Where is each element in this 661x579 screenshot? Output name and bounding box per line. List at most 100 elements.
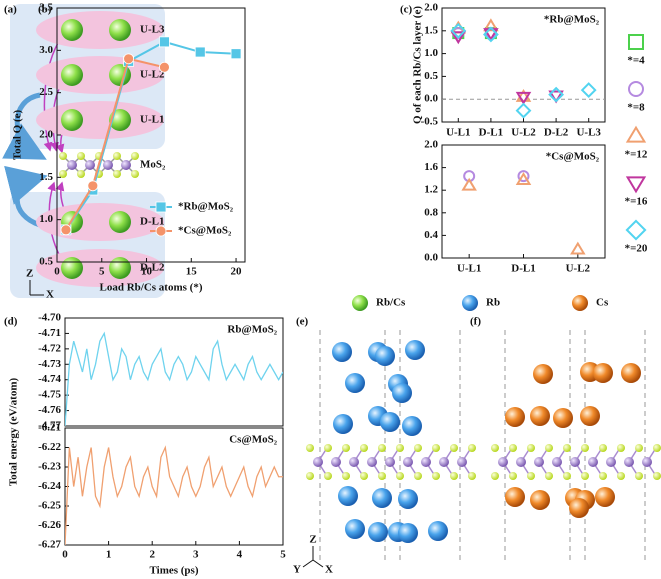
mo-atom <box>570 457 580 467</box>
y-tick-label: -4.75 <box>38 389 61 401</box>
atom <box>368 522 388 542</box>
y-tick-label: 2.0 <box>424 2 438 14</box>
legend-sphere <box>352 295 368 311</box>
marker <box>580 82 597 98</box>
atom <box>380 412 400 432</box>
y-tick-label: -6.21 <box>38 422 61 434</box>
annotation: Rb@MoS₂ <box>227 324 277 336</box>
atom <box>553 408 573 428</box>
x-tick-label: U-L1 <box>446 127 470 139</box>
marker <box>123 53 135 65</box>
y-tick-label: 1.5 <box>424 24 438 36</box>
mo-atom <box>367 457 377 467</box>
s-atom <box>491 444 499 452</box>
s-atom <box>527 472 535 480</box>
y-tick-label: -4.74 <box>38 373 61 385</box>
marker <box>548 86 565 103</box>
y-tick-label: 2.0 <box>424 139 438 151</box>
x-tick-label: 15 <box>186 266 198 278</box>
marker <box>548 90 564 104</box>
layer-label: U-L2 <box>140 69 165 81</box>
legend-label: *=16 <box>625 196 648 208</box>
marker <box>570 241 586 255</box>
series-line <box>65 445 283 545</box>
y-axis-label: Q of each Rb/Cs layer (e) <box>412 6 424 124</box>
marker <box>483 18 499 32</box>
axis-label: Z <box>309 534 316 546</box>
axis-label: X <box>46 289 54 301</box>
atom <box>61 19 83 41</box>
marker <box>482 26 499 43</box>
y-tick-label: -6.22 <box>38 441 61 453</box>
legend-label: *Rb@MoS₂ <box>178 201 234 213</box>
y-tick-label: 1.5 <box>39 171 53 183</box>
x-tick-label: U-L3 <box>576 127 601 139</box>
atom <box>345 519 365 539</box>
atom <box>505 407 525 427</box>
y-tick-label: 2.0 <box>39 129 53 141</box>
atom <box>398 523 418 543</box>
atom <box>595 487 615 507</box>
x-tick-label: 5 <box>280 549 286 561</box>
atom <box>505 487 525 507</box>
s-atom <box>545 444 553 452</box>
y-tick-label: -6.24 <box>38 480 61 492</box>
x-tick-label: 0 <box>54 266 60 278</box>
s-atom <box>599 444 607 452</box>
s-atom <box>527 444 535 452</box>
axis-arrow <box>312 559 324 568</box>
y-tick-label: -6.26 <box>38 519 61 531</box>
y-tick-label: 0.5 <box>424 70 438 82</box>
layer-label: D-L2 <box>140 262 165 274</box>
y-axis-label: Total energy (eV/atom) <box>8 377 20 486</box>
marker <box>155 201 167 213</box>
legend-sphere <box>572 295 588 311</box>
s-atom <box>450 472 458 480</box>
marker <box>450 22 467 39</box>
y-tick-label: -4.77 <box>38 420 61 432</box>
y-tick-label: 0.0 <box>424 252 438 264</box>
legend-label: *=4 <box>627 55 645 67</box>
x-tick-label: U-L2 <box>566 263 591 275</box>
s-atom <box>450 444 458 452</box>
s-atom <box>581 472 589 480</box>
y-tick-label: 3.0 <box>39 44 53 56</box>
s-atom <box>635 472 643 480</box>
atom <box>332 342 352 362</box>
atom <box>61 109 83 131</box>
s-atom <box>77 152 85 160</box>
mo-atom <box>624 457 634 467</box>
s-atom <box>131 170 139 178</box>
s-atom <box>432 444 440 452</box>
s-atom <box>378 444 386 452</box>
y-tick-label: 3.5 <box>39 2 53 14</box>
atom <box>402 416 422 436</box>
atom <box>333 414 353 434</box>
axis-label: Y <box>293 564 301 576</box>
y-tick-label: 0.5 <box>39 256 53 268</box>
atom <box>593 363 613 383</box>
mo-atom <box>498 457 508 467</box>
mo-atom <box>67 160 77 170</box>
s-atom <box>59 170 67 178</box>
x-tick-label: 10 <box>141 266 153 278</box>
y-tick-label: -4.73 <box>38 358 61 370</box>
y-tick-label: 1.2 <box>424 184 438 196</box>
marker <box>625 176 647 194</box>
x-tick-label: 0 <box>62 549 68 561</box>
s-atom <box>563 472 571 480</box>
series-line <box>65 57 165 231</box>
s-atom <box>635 444 643 452</box>
mo-atom <box>313 457 323 467</box>
panel-label: (e) <box>296 316 309 328</box>
x-tick-label: 5 <box>99 266 105 278</box>
mo-atom <box>457 457 467 467</box>
atom <box>405 340 425 360</box>
panel-label: (d) <box>4 316 18 328</box>
layer-label: MoS₂ <box>140 159 166 171</box>
y-tick-label: 0.0 <box>424 93 438 105</box>
marker <box>87 180 99 192</box>
atom <box>372 488 392 508</box>
atom <box>428 521 448 541</box>
